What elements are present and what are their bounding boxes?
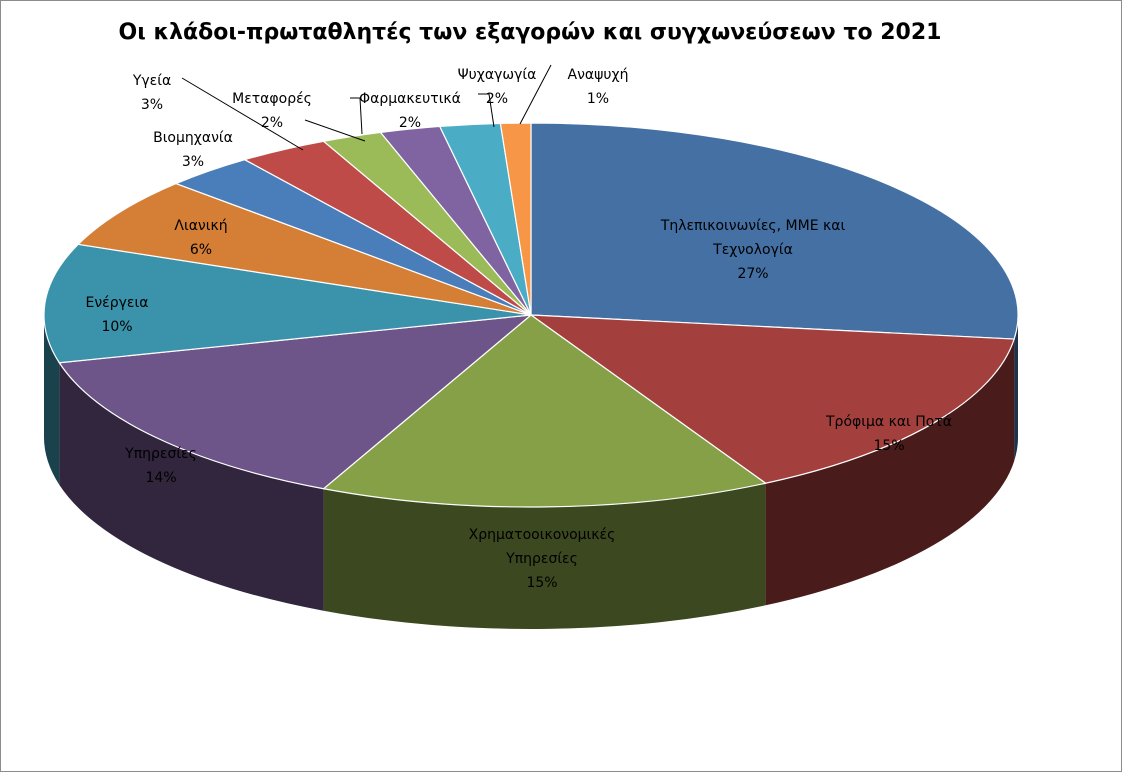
pie-side-shade-1: [1014, 315, 1018, 462]
pie-slice-12: [499, 122, 532, 316]
data-label-11: Ψυχαγωγία 2%: [458, 67, 537, 107]
leader-line-12: [519, 64, 552, 125]
pie-side-1: [1014, 315, 1018, 462]
pie-side-shade-3: [323, 483, 766, 629]
pie-slice-4: [58, 314, 532, 490]
data-labels: Τηλεπικοινωνίες, ΜΜΕ και Τεχνολογία 27% Τρό…: [86, 67, 952, 591]
data-label-9: Μεταφορές 2%: [232, 91, 312, 131]
leader-line-8: [181, 77, 304, 151]
data-label-4: Υπηρεσίες 14%: [124, 446, 197, 486]
chart-title: Οι κλάδοι-πρωταθλητές των εξαγορών και σ…: [119, 20, 942, 45]
data-label-5: Ενέργεια 10%: [86, 295, 149, 335]
pie-slice-2: [530, 314, 1015, 484]
data-label-8: Υγεία 3%: [132, 73, 171, 113]
data-label-12: Αναψυχή 1%: [568, 67, 629, 107]
data-label-3: Χρηματοοικονομικές Υπηρεσίες 15%: [469, 527, 616, 591]
leader-line-10: [350, 97, 363, 135]
pie-slice-1: [530, 122, 1019, 340]
data-label-6: Λιανική 6%: [174, 218, 227, 258]
pie-side-2: [765, 339, 1015, 606]
pie-slice-6: [77, 182, 532, 316]
pie-side-shade-4: [59, 362, 324, 611]
pie-slice-3: [323, 314, 767, 508]
leader-line-11: [478, 93, 495, 128]
data-label-7: Βιομηχανία 3%: [153, 130, 233, 170]
pie-slice-5: [43, 243, 532, 364]
leader-line-9: [304, 119, 366, 142]
pie-slices: [43, 122, 1019, 508]
data-label-2: Τρόφιμα και Ποτά 15%: [825, 414, 952, 454]
pie-side-3: [323, 483, 766, 629]
data-label-1: Τηλεπικοινωνίες, ΜΜΕ και Τεχνολογία 27%: [660, 218, 846, 282]
pie-side-shade-2: [765, 339, 1015, 606]
pie-sides: [44, 315, 1018, 629]
pie-side-4: [59, 362, 324, 611]
data-label-10: Φαρμακευτικά 2%: [359, 91, 461, 131]
leader-lines: [181, 64, 552, 151]
